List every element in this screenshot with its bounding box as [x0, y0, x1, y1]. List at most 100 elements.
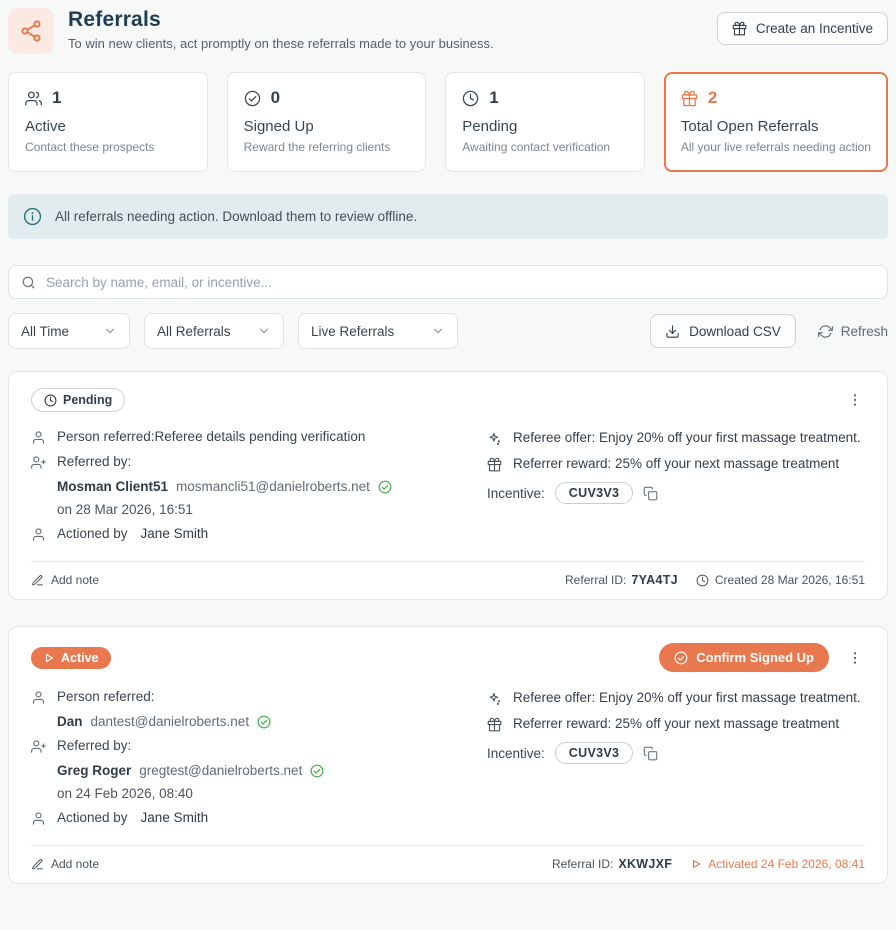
referred-date-text: on 24 Feb 2026, 08:40: [57, 786, 193, 801]
referral-id: Referral ID: 7YA4TJ: [565, 573, 678, 587]
time-filter-value: All Time: [21, 323, 70, 339]
stat-card-total-open-referrals[interactable]: 2 Total Open Referrals All your live ref…: [663, 72, 888, 172]
referred-by-label: Referred by:: [57, 454, 132, 469]
stat-card-signed-up[interactable]: 0 Signed Up Reward the referring clients: [226, 72, 427, 172]
stat-description: Awaiting contact verification: [462, 140, 611, 154]
chevron-down-icon: [103, 324, 117, 338]
referee-offer-text: Referee offer: Enjoy 20% off your first …: [513, 430, 861, 445]
check-circle-icon: [244, 90, 261, 107]
created-text: Created 28 Mar 2026, 16:51: [714, 573, 865, 587]
referee-name: Dan: [57, 714, 83, 729]
referral-id: Referral ID: XKWJXF: [552, 857, 672, 871]
download-csv-button[interactable]: Download CSV: [650, 314, 796, 348]
copy-icon[interactable]: [643, 486, 658, 501]
referee-offer-text: Referee offer: Enjoy 20% off your first …: [513, 690, 861, 705]
refresh-icon: [817, 324, 833, 339]
user-icon: [31, 811, 46, 826]
check-circle-icon: [674, 651, 688, 665]
referrer-reward-text: Referrer reward: 25% off your next massa…: [513, 456, 840, 471]
referral-card-header: Active Confirm Signed Up: [31, 643, 865, 672]
status-badge-label: Active: [61, 650, 99, 665]
search-input[interactable]: [46, 274, 875, 290]
header-text: Referrals To win new clients, act prompt…: [68, 8, 494, 51]
referral-type-filter-select[interactable]: All Referrals: [144, 313, 284, 349]
kebab-menu-button[interactable]: [845, 648, 865, 668]
stat-top: 0: [244, 88, 410, 108]
download-icon: [665, 324, 680, 339]
created-status: Created 28 Mar 2026, 16:51: [696, 573, 865, 587]
clock-icon: [696, 574, 709, 587]
referee-email: dantest@danielroberts.net: [90, 714, 250, 729]
add-note-button[interactable]: Add note: [31, 857, 99, 871]
status-badge-pending: Pending: [31, 388, 126, 412]
referral-card-active: Active Confirm Signed Up: [8, 626, 888, 884]
chevron-down-icon: [257, 324, 271, 338]
referee-offer-row: Referee offer: Enjoy 20% off your first …: [487, 430, 865, 446]
user-plus-icon: [31, 739, 46, 754]
confirm-signed-up-label: Confirm Signed Up: [696, 650, 814, 665]
stat-card-pending[interactable]: 1 Pending Awaiting contact verification: [445, 72, 645, 172]
gift-icon: [732, 21, 747, 36]
referred-date-text: on 28 Mar 2026, 16:51: [57, 502, 193, 517]
referral-type-filter-value: All Referrals: [157, 323, 231, 339]
footer-meta: Referral ID: XKWJXF Activated 24 Feb 202…: [552, 857, 865, 871]
page-subtitle: To win new clients, act promptly on thes…: [68, 36, 494, 51]
stat-value: 2: [707, 88, 718, 107]
status-badge-label: Pending: [63, 393, 113, 407]
page-header: Referrals To win new clients, act prompt…: [8, 8, 888, 54]
stat-card-active[interactable]: 1 Active Contact these prospects: [8, 72, 208, 172]
referral-status-filter-select[interactable]: Live Referrals: [298, 313, 458, 349]
play-icon: [43, 652, 55, 664]
share-icon: [19, 19, 43, 43]
referral-card-body: Person referred: Dan dantest@danielrober…: [31, 680, 865, 835]
incentive-label: Incentive:: [487, 745, 545, 761]
verified-check-icon: [257, 715, 271, 729]
incentive-code-pill: CUV3V3: [554, 742, 634, 764]
referral-card-header: Pending: [31, 388, 865, 412]
referrer-identity: Mosman Client51 mosmancli51@danielrobert…: [31, 479, 487, 494]
stat-value: 0: [270, 88, 281, 107]
actioned-by-name: Jane Smith: [140, 526, 209, 541]
search-bar: [8, 265, 888, 299]
user-icon: [31, 690, 46, 705]
stat-label: Total Open Referrals: [680, 118, 819, 135]
user-icon: [31, 430, 46, 445]
confirm-signed-up-button[interactable]: Confirm Signed Up: [659, 643, 829, 672]
stat-top: 1: [25, 88, 191, 108]
verified-check-icon: [310, 764, 324, 778]
add-note-label: Add note: [51, 573, 100, 587]
referral-card-pending: Pending Person referred:Referee details …: [8, 371, 888, 600]
referral-status-filter-value: Live Referrals: [311, 323, 395, 339]
activated-text: Activated 24 Feb 2026, 08:41: [708, 857, 865, 871]
copy-icon[interactable]: [643, 746, 658, 761]
search-icon: [21, 275, 36, 290]
referral-id-value: 7YA4TJ: [631, 573, 678, 587]
referral-left-column: Person referred: Dan dantest@danielrober…: [31, 680, 487, 835]
referral-id-label: Referral ID:: [565, 573, 627, 587]
add-note-button[interactable]: Add note: [31, 573, 99, 587]
time-filter-select[interactable]: All Time: [8, 313, 130, 349]
edit-pencil-icon: [31, 858, 44, 871]
clock-icon: [462, 90, 479, 107]
referrer-email: mosmancli51@danielroberts.net: [176, 479, 370, 494]
refresh-button[interactable]: Refresh: [817, 324, 888, 339]
filters-row: All Time All Referrals Live Referrals: [8, 313, 888, 349]
gift-icon: [487, 457, 502, 472]
referrals-logo: [8, 8, 54, 54]
person-referred-row: Person referred:: [31, 689, 487, 705]
edit-pencil-icon: [31, 574, 44, 587]
kebab-menu-button[interactable]: [845, 390, 865, 410]
add-note-label: Add note: [51, 857, 100, 871]
stat-top: 2: [681, 88, 871, 108]
actioned-by-row: Actioned by Jane Smith: [31, 810, 487, 826]
actioned-by-label: Actioned by: [57, 810, 128, 825]
referrer-reward-text: Referrer reward: 25% off your next massa…: [513, 716, 840, 731]
referral-card-body: Person referred:Referee details pending …: [31, 420, 865, 551]
referred-by-row: Referred by:: [31, 454, 487, 470]
create-incentive-label: Create an Incentive: [755, 21, 873, 36]
incentive-label: Incentive:: [487, 485, 545, 501]
create-incentive-button[interactable]: Create an Incentive: [716, 12, 888, 45]
referral-card-footer: Add note Referral ID: 7YA4TJ Created 28 …: [31, 561, 865, 587]
referred-date: on 28 Mar 2026, 16:51: [31, 502, 487, 517]
